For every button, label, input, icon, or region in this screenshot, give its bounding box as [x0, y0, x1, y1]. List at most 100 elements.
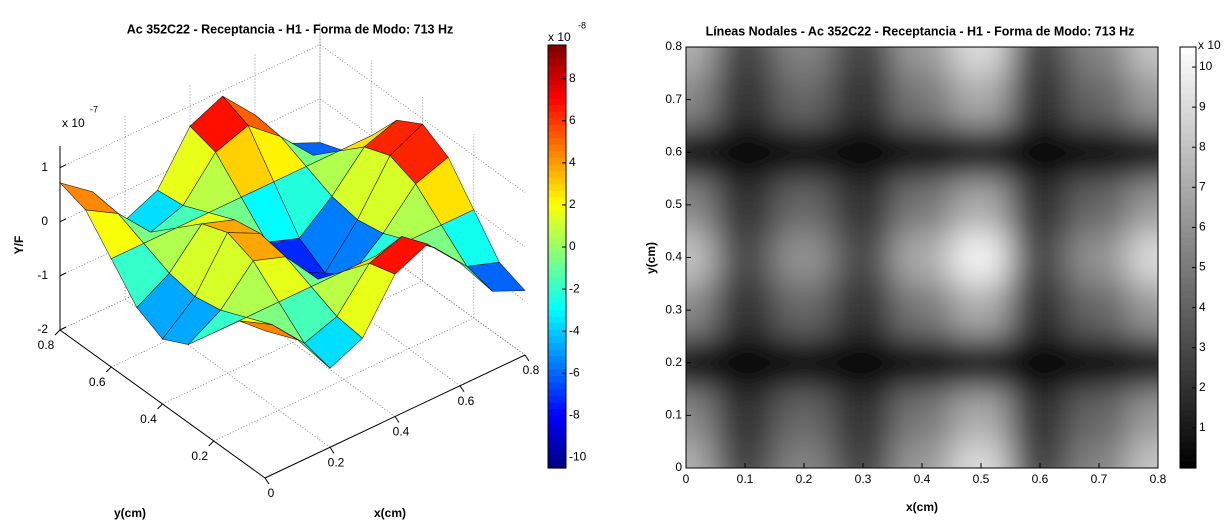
heatmap-cell: [774, 125, 834, 180]
colorbar-tick-label: -6: [569, 365, 580, 379]
colorbar-swatch: [1180, 329, 1196, 338]
heatmap-cell: [951, 72, 1011, 127]
z-tick: [59, 326, 67, 331]
colorbar-swatch: [1180, 218, 1196, 226]
y-tick-label: 0: [675, 460, 682, 474]
colorbar-swatch: [548, 51, 566, 59]
y-tick-label: 0.8: [665, 39, 682, 53]
colorbar-swatch: [548, 177, 566, 185]
colorbar-swatch: [1180, 47, 1196, 55]
colorbar-swatch: [1180, 283, 1196, 291]
colorbar-swatch: [1180, 53, 1196, 61]
colorbar-swatch: [548, 454, 566, 462]
colorbar-swatch: [548, 408, 566, 416]
colorbar-swatch: [1180, 211, 1196, 219]
x-tick-label: 0: [683, 472, 690, 486]
y-tick-label: 0.1: [665, 408, 682, 422]
colorbar-swatch: [1180, 158, 1196, 167]
colorbar-swatch: [548, 289, 566, 297]
x-tick-label: 0.1: [737, 472, 754, 486]
colorbar-tick-label: 10: [1199, 59, 1213, 73]
colorbar-swatch: [1180, 402, 1196, 410]
colorbar-swatch: [1180, 185, 1196, 193]
colorbar-tick-label: -2: [569, 281, 580, 295]
colorbar-swatch: [1180, 362, 1196, 370]
colorbar-swatch: [548, 335, 566, 344]
colorbar-swatch: [1180, 191, 1196, 199]
heatmap-cell: [1069, 388, 1129, 443]
colorbar-swatch: [548, 157, 566, 165]
heatmap-cell: [1010, 283, 1070, 337]
chart-title: Ac 352C22 - Receptancia - H1 - Forma de …: [127, 22, 453, 36]
colorbar-swatch: [1180, 224, 1196, 232]
heatmap-cell: [951, 125, 1011, 180]
colorbar-swatch: [548, 276, 566, 284]
colorbar-swatch: [548, 170, 566, 178]
heatmap-cell: [774, 388, 834, 443]
y-tick: [105, 366, 112, 373]
colorbar-swatch: [1180, 152, 1196, 160]
colorbar-tick-label: -10: [569, 450, 587, 464]
colorbar-tick-label: 2: [1199, 380, 1206, 394]
colorbar-swatch: [1180, 66, 1196, 74]
colorbar-swatch: [1180, 264, 1196, 272]
y-tick-label: 0.6: [665, 144, 682, 158]
colorbar-swatch: [548, 315, 566, 324]
colorbar-swatch: [1180, 421, 1196, 430]
colorbar-swatch: [1180, 408, 1196, 416]
x-tick-label: 0.8: [523, 363, 540, 377]
colorbar-swatch: [548, 197, 566, 205]
y-tick-label: 0.3: [665, 302, 682, 316]
heatmap-cell: [833, 72, 893, 127]
colorbar-swatch: [548, 296, 566, 304]
heatmap-cell: [715, 388, 775, 443]
colorbar-tick-label: 6: [569, 113, 576, 127]
heatmap-cells: [686, 47, 1158, 468]
colorbar-swatch: [1180, 237, 1196, 245]
chart-title: Líneas Nodales - Ac 352C22 - Receptancia…: [706, 24, 1135, 38]
z-scale-label: x 10: [62, 116, 85, 130]
x-axis-label: x(cm): [906, 500, 938, 514]
colorbar-swatch: [548, 111, 566, 119]
colorbar-swatch: [1180, 106, 1196, 114]
y-axis-label: y(cm): [114, 506, 146, 520]
colorbar-swatch: [548, 236, 566, 244]
z-tick-label: -2: [37, 322, 48, 336]
colorbar-swatch: [1180, 323, 1196, 331]
colorbar-swatch: [548, 104, 566, 112]
z-tick: [59, 272, 67, 277]
heatmap-cell: [774, 283, 834, 337]
heatmap-cell: [892, 388, 952, 443]
y-tick: [54, 329, 61, 336]
colorbar-swatch: [548, 428, 566, 436]
colorbar-swatch: [1180, 178, 1196, 186]
heatmap-cell: [833, 335, 893, 390]
colorbar-swatch: [1180, 60, 1196, 68]
colorbar-swatch: [1180, 343, 1196, 351]
colorbar-swatch: [1180, 296, 1196, 305]
colorbar-swatch: [1180, 303, 1196, 311]
grid-line: [59, 206, 526, 356]
y-tick-label: 0.7: [665, 92, 682, 106]
heatmap-cell: [1128, 230, 1158, 285]
colorbar-swatch: [1180, 198, 1196, 206]
colorbar-swatch: [1180, 171, 1196, 180]
heatmap-cell: [951, 388, 1011, 443]
colorbar-swatch: [1180, 395, 1196, 403]
y-tick-label: 0.8: [38, 338, 55, 352]
heatmap-cell: [1069, 47, 1129, 74]
colorbar-swatch: [548, 448, 566, 456]
colorbar-tick-label: 0: [569, 239, 576, 253]
z-tick: [59, 218, 67, 223]
heatmap-cell: [892, 230, 952, 285]
colorbar-swatch: [1180, 316, 1196, 324]
heatmap-cell: [1128, 283, 1158, 337]
x-tick: [329, 446, 335, 454]
colorbar-swatch: [1180, 165, 1196, 173]
z-scale-exponent: -7: [90, 104, 98, 114]
colorbar-swatch: [1180, 204, 1196, 213]
heatmap-cell: [1069, 335, 1129, 390]
heatmap-cell: [1128, 335, 1158, 390]
heatmap-cell: [892, 335, 952, 390]
